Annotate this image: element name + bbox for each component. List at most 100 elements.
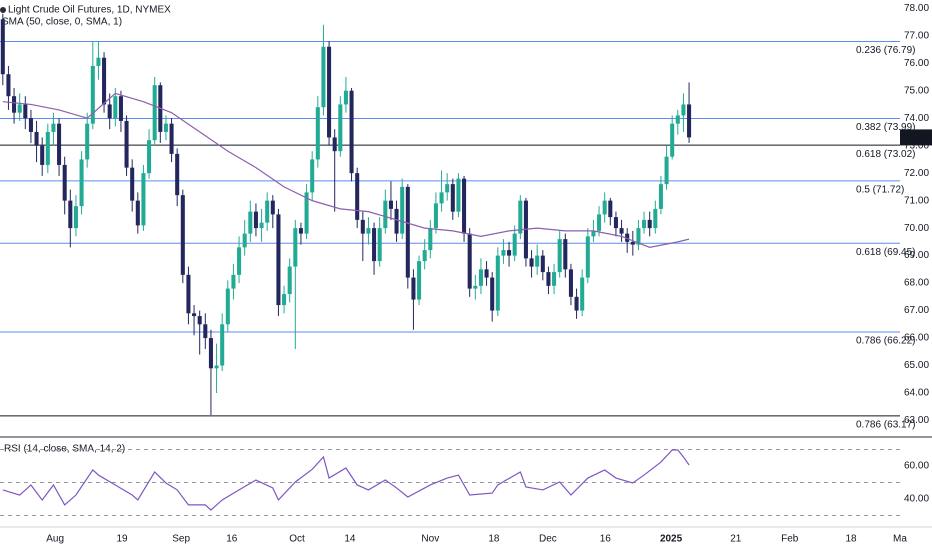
candle-body: [366, 228, 371, 234]
candle-body: [372, 228, 377, 262]
candle-body: [220, 324, 225, 366]
candle-body: [73, 206, 78, 229]
y-tick-label: 75.00: [904, 85, 929, 96]
candle-body: [602, 200, 607, 215]
x-tick-label: Dec: [539, 534, 557, 545]
candle-body: [585, 236, 590, 278]
candle-body: [163, 123, 168, 132]
fib-level-label: 0.618 (73.02): [856, 149, 916, 160]
candle-body: [57, 123, 62, 165]
candle-body: [411, 277, 416, 300]
candle-body: [152, 85, 157, 141]
candle-body: [400, 186, 405, 234]
y-tick-label: 77.00: [904, 30, 929, 41]
y-tick-label: 67.00: [904, 305, 929, 316]
candle-body: [62, 164, 67, 201]
candle-body: [681, 104, 686, 116]
candle-body: [0, 19, 5, 75]
candle-body: [147, 140, 152, 174]
rsi-line: [2, 449, 690, 511]
candle-body: [636, 228, 641, 245]
x-tick-label: Oct: [289, 534, 305, 545]
candle-body: [68, 200, 73, 229]
sma-line: [2, 92, 690, 248]
candle-body: [124, 120, 129, 168]
candle-body: [630, 241, 635, 245]
candle-body: [675, 115, 680, 124]
x-tick-label: 18: [846, 534, 858, 545]
candle-body: [293, 228, 298, 267]
candle-body: [287, 266, 292, 295]
last-price-label: 73.30: [904, 133, 929, 144]
rsi-tick-label: 40.00: [904, 494, 929, 505]
fib-level-label: 0.382 (73.99): [856, 122, 916, 133]
candle-body: [298, 228, 303, 234]
candle-body: [552, 272, 557, 286]
x-tick-label: Sep: [172, 534, 190, 545]
candle-body: [113, 96, 118, 119]
candle-body: [653, 208, 658, 229]
x-tick-label: Feb: [781, 534, 799, 545]
candle-body: [490, 277, 495, 311]
fib-level-label: 0.786 (63.17): [856, 419, 916, 430]
candle-body: [518, 200, 523, 234]
y-tick-label: 69.00: [904, 250, 929, 261]
candle-body: [507, 250, 512, 256]
candle-body: [96, 57, 101, 66]
candle-body: [478, 269, 483, 286]
candle-body: [388, 200, 393, 209]
candle-body: [428, 228, 433, 251]
x-tick-label: 18: [488, 534, 500, 545]
candle-body: [433, 203, 438, 229]
candle-body: [12, 96, 17, 113]
candle-body: [591, 230, 596, 237]
candle-body: [546, 272, 551, 286]
candle-body: [383, 200, 388, 229]
y-tick-label: 70.00: [904, 223, 929, 234]
candle-body: [450, 184, 455, 212]
candle-body: [405, 186, 410, 278]
fib-level-label: 0.5 (71.72): [856, 184, 904, 195]
x-tick-label: Nov: [421, 534, 439, 545]
candle-body: [248, 211, 253, 234]
y-tick-label: 65.00: [904, 360, 929, 371]
candle-body: [175, 153, 180, 196]
candle-body: [535, 255, 540, 267]
candle-body: [608, 200, 613, 218]
candle-body: [557, 239, 562, 273]
candle-body: [203, 324, 208, 339]
candle-body: [687, 104, 692, 138]
candle-body: [85, 123, 90, 160]
candle-body: [130, 167, 135, 201]
candle-body: [186, 274, 191, 314]
candle-body: [512, 233, 517, 256]
candle-body: [484, 269, 489, 278]
candle-body: [473, 285, 478, 289]
y-tick-label: 64.00: [904, 388, 929, 399]
fib-level-label: 0.618 (69.45): [856, 247, 916, 258]
y-tick-label: 76.00: [904, 58, 929, 69]
candle-body: [102, 57, 107, 105]
candle-body: [321, 46, 326, 108]
candle-body: [90, 65, 95, 124]
x-tick-label: 14: [344, 534, 356, 545]
candle-body: [377, 228, 382, 262]
candle-body: [642, 219, 647, 229]
x-tick-label: 21: [730, 534, 742, 545]
last-price-box: [900, 129, 932, 146]
candle-body: [327, 46, 332, 138]
rsi-tick-label: 60.00: [904, 461, 929, 472]
chart-title: Light Crude Oil Futures, 1D, NYMEX: [8, 5, 171, 16]
candle-body: [169, 123, 174, 154]
candle-body: [51, 123, 56, 132]
sma-legend: SMA (50, close, 0, SMA, 1): [2, 17, 122, 28]
candle-body: [439, 192, 444, 204]
y-tick-label: 72.00: [904, 168, 929, 179]
candle-body: [208, 338, 213, 369]
candle-body: [619, 228, 624, 234]
x-tick-label: Aug: [46, 534, 64, 545]
x-tick-label: 16: [600, 534, 612, 545]
candle-body: [394, 208, 399, 234]
